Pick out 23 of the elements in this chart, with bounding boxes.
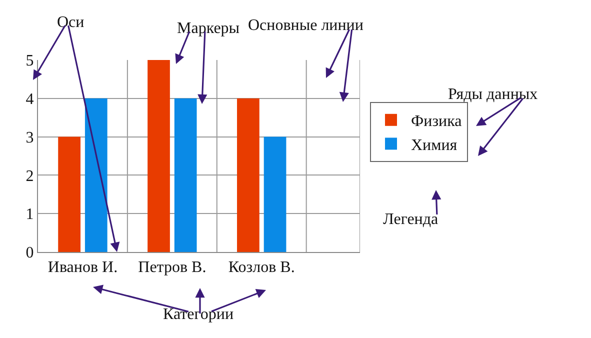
bar <box>264 136 286 252</box>
y-tick-label: 0 <box>26 244 34 262</box>
y-tick-label: 2 <box>26 168 34 185</box>
text: Основные линии <box>248 17 364 34</box>
bar <box>84 98 108 252</box>
legend-label: Химия <box>411 136 458 154</box>
bar <box>58 136 80 252</box>
y-tick-label: 4 <box>26 91 34 108</box>
x-tick-label: Иванов И. <box>48 259 118 276</box>
text: Ряды данных <box>448 86 538 103</box>
x-tick-label: Петров В. <box>138 259 206 276</box>
y-tick-label: 5 <box>26 52 34 70</box>
text: Категории <box>163 306 234 323</box>
y-tick-label: 1 <box>26 206 34 224</box>
text: Легенда <box>383 211 438 228</box>
legend-label: Физика <box>411 113 462 130</box>
bar <box>148 60 170 252</box>
bar <box>174 98 197 252</box>
text: Оси <box>57 14 85 31</box>
y-tick-label: 3 <box>26 129 34 146</box>
text: Маркеры <box>177 20 240 37</box>
bar <box>237 98 260 252</box>
x-tick-label: Козлов В. <box>228 259 295 276</box>
